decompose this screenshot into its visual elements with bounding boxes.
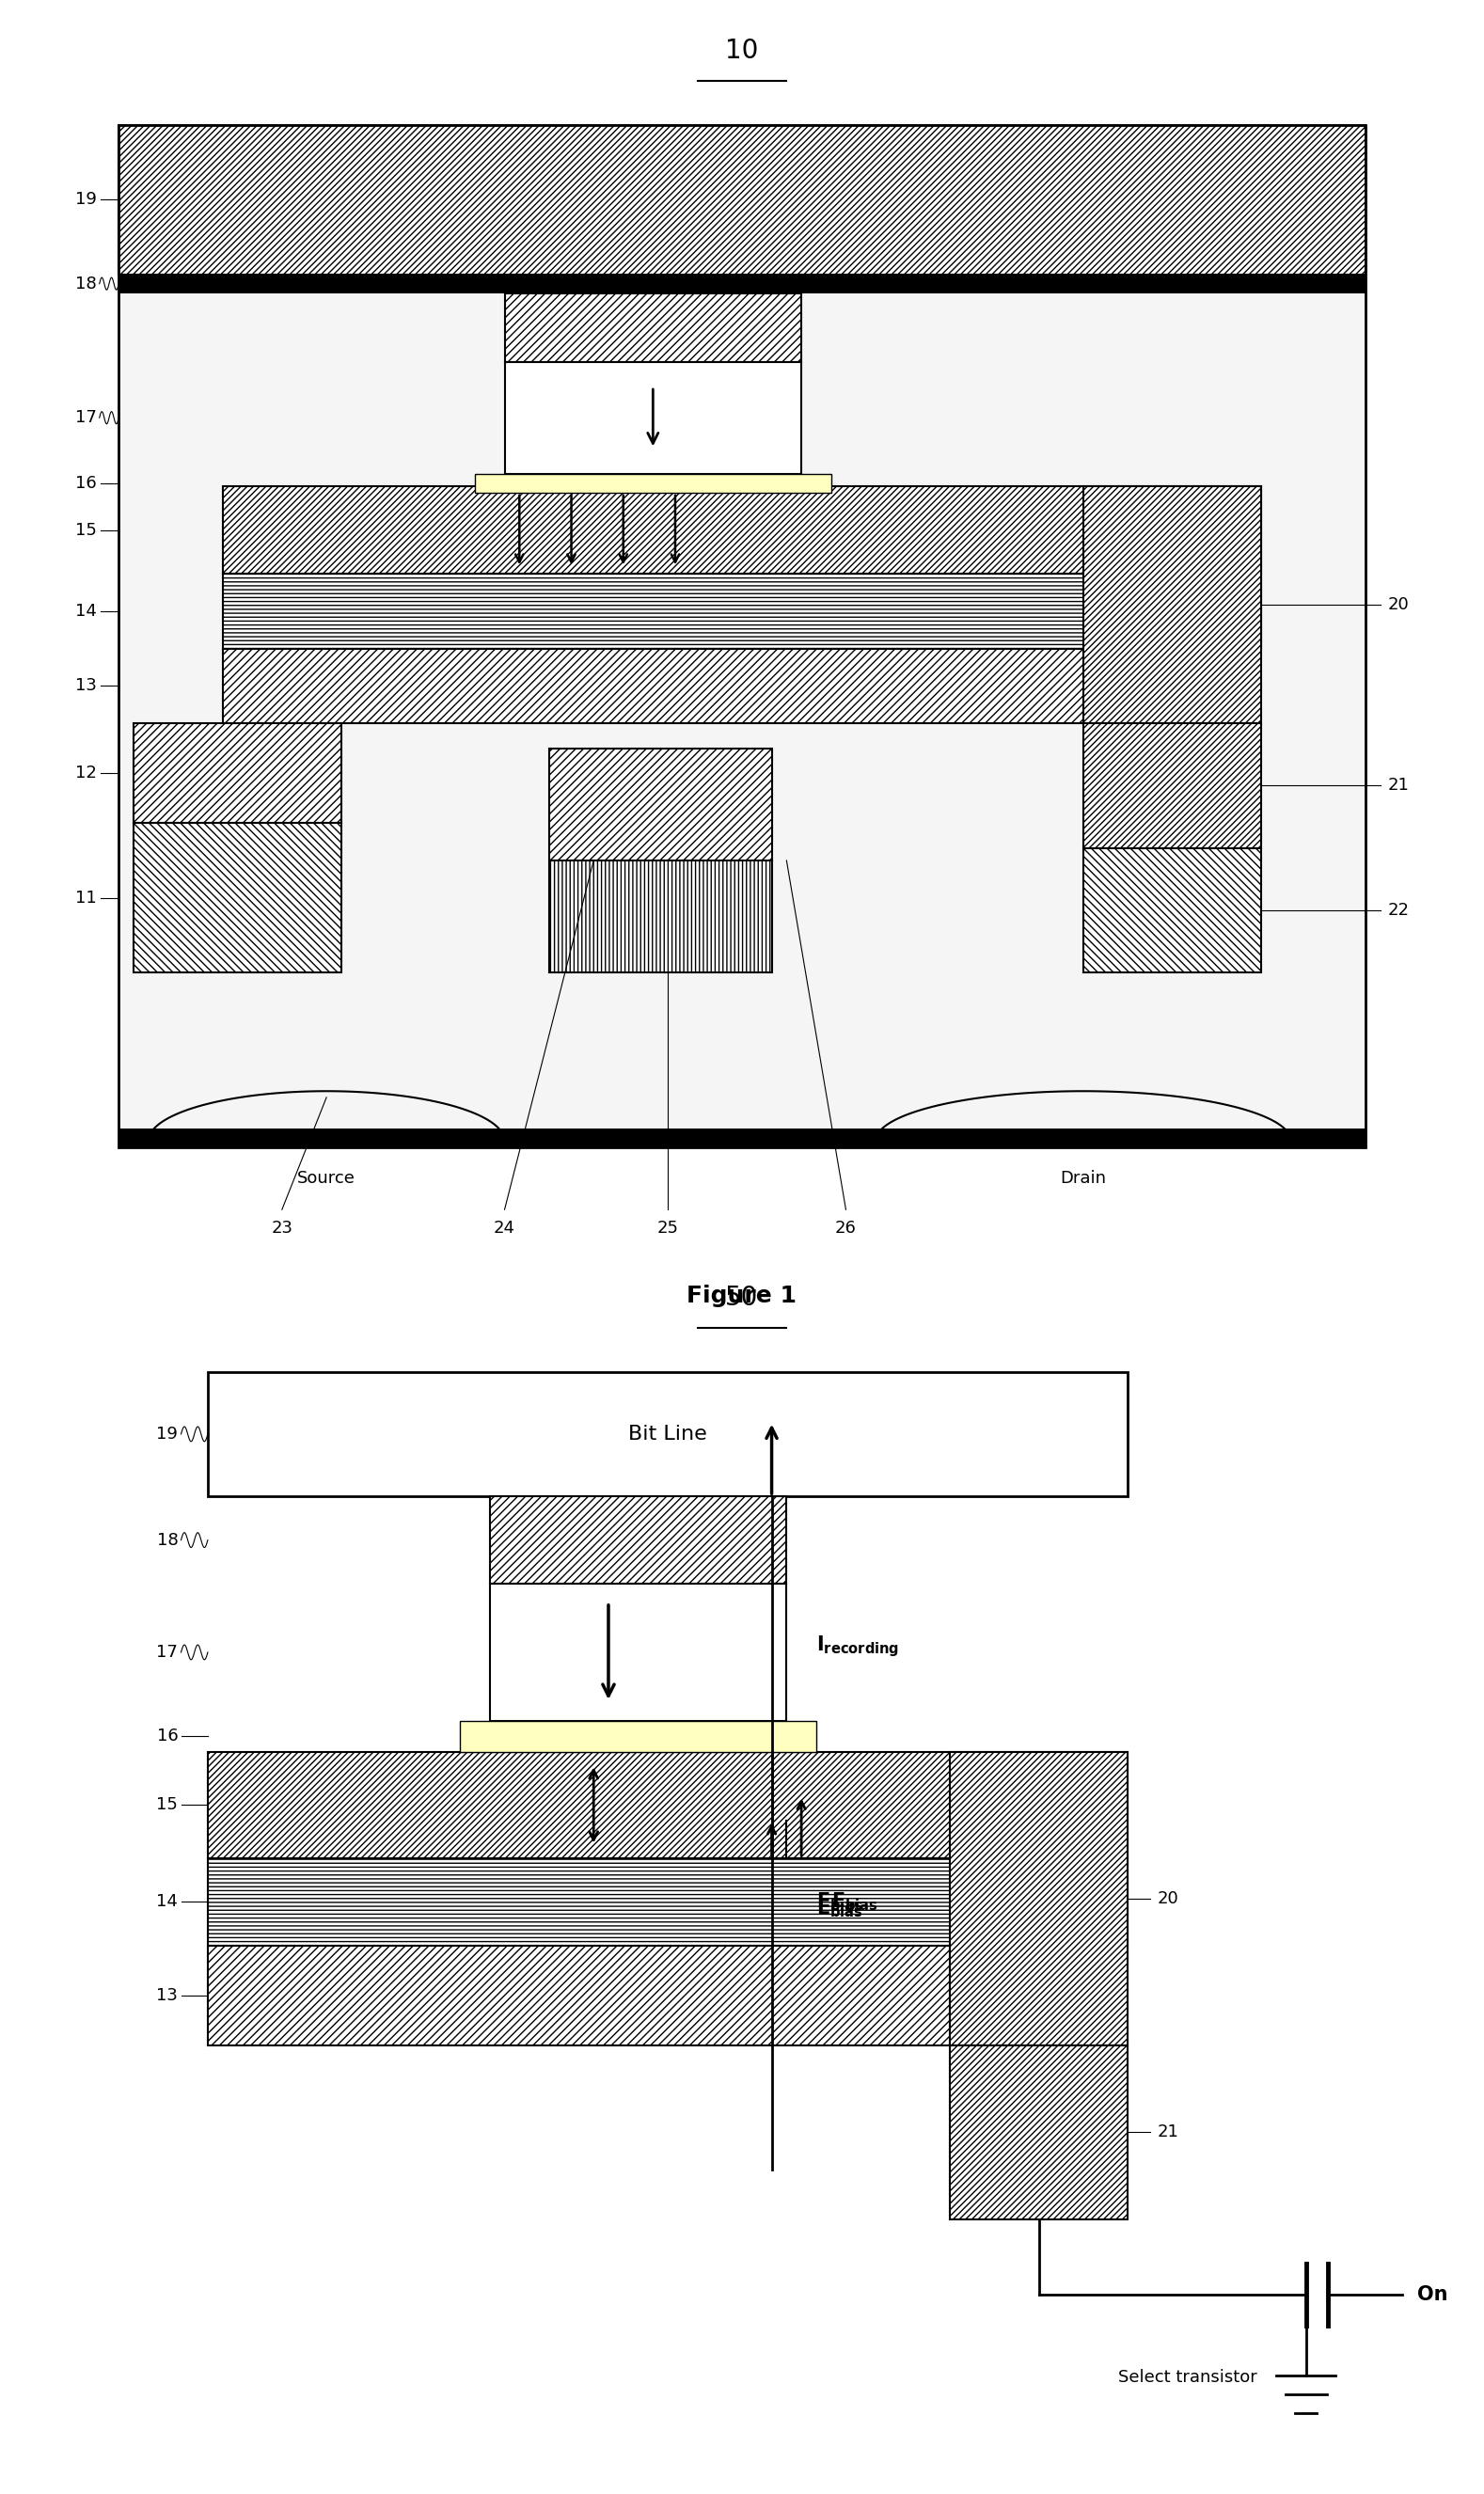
Bar	[208, 1372, 1128, 1496]
Text: 23: 23	[272, 1220, 292, 1237]
Bar	[119, 125, 1365, 274]
Text: 12: 12	[76, 766, 96, 781]
Text: $\mathbf{E}_{\mathbf{bias}}$: $\mathbf{E}_{\mathbf{bias}}$	[816, 1898, 864, 1918]
Text: Bit Line: Bit Line	[628, 1424, 708, 1444]
Text: 25: 25	[657, 1220, 678, 1237]
Text: Figure 1: Figure 1	[687, 1284, 797, 1307]
Text: 26: 26	[835, 1220, 856, 1237]
Bar	[134, 723, 341, 823]
Text: 18: 18	[76, 274, 96, 292]
Bar	[134, 823, 341, 973]
Text: 14: 14	[157, 1893, 178, 1910]
Text: 17: 17	[76, 409, 96, 426]
Bar	[208, 1945, 950, 2045]
Text: 16: 16	[76, 474, 96, 491]
Text: $\mathbf{E}_{\mathbf{bias}}$: $\mathbf{E}_{\mathbf{bias}}$	[816, 1890, 864, 1913]
Text: 15: 15	[157, 1796, 178, 1813]
Bar	[460, 1721, 816, 1751]
Text: Select transistor: Select transistor	[1117, 2369, 1257, 2387]
Bar	[208, 1751, 1128, 1858]
Bar	[549, 748, 772, 860]
Text: 17: 17	[157, 1644, 178, 1661]
Bar	[223, 486, 1261, 574]
Text: 11: 11	[76, 890, 96, 905]
Bar	[1083, 486, 1261, 723]
Text: On: On	[1417, 2285, 1448, 2304]
Bar	[505, 294, 801, 362]
Text: 20: 20	[1158, 1890, 1178, 1908]
Text: $\mathbf{I}_{\mathbf{recording}}$: $\mathbf{I}_{\mathbf{recording}}$	[816, 1634, 899, 1659]
Text: 18: 18	[157, 1531, 178, 1549]
Bar	[1083, 723, 1261, 848]
Text: 13: 13	[157, 1988, 178, 2003]
Text: 20: 20	[1388, 596, 1408, 614]
Bar	[490, 1496, 787, 1584]
Bar	[223, 574, 1261, 648]
Bar	[119, 274, 1365, 294]
Text: 24: 24	[494, 1220, 515, 1237]
Text: 19: 19	[76, 192, 96, 207]
Text: 21: 21	[1158, 2125, 1178, 2140]
Bar	[950, 2045, 1128, 2220]
Text: 19: 19	[157, 1427, 178, 1442]
Bar	[119, 1127, 1365, 1147]
Text: Source: Source	[297, 1170, 356, 1187]
Bar	[475, 474, 831, 494]
Bar	[490, 1584, 787, 1721]
Text: $\mathbf{E}_{\mathbf{bias}}$: $\mathbf{E}_{\mathbf{bias}}$	[831, 1890, 879, 1913]
Text: 13: 13	[76, 678, 96, 693]
Bar	[505, 362, 801, 474]
Bar	[1083, 848, 1261, 973]
Bar	[208, 1858, 1128, 1945]
Text: Drain: Drain	[1060, 1170, 1107, 1187]
Bar	[119, 125, 1365, 1147]
Text: 50: 50	[726, 1284, 758, 1312]
Text: 10: 10	[726, 37, 758, 65]
Bar	[119, 125, 1365, 1147]
Bar	[549, 860, 772, 973]
Bar	[950, 1751, 1128, 2045]
Text: 22: 22	[1388, 903, 1410, 918]
Text: 16: 16	[157, 1728, 178, 1746]
Text: 15: 15	[76, 521, 96, 539]
Text: 14: 14	[76, 604, 96, 619]
Text: 21: 21	[1388, 778, 1408, 793]
Bar	[223, 648, 1083, 723]
